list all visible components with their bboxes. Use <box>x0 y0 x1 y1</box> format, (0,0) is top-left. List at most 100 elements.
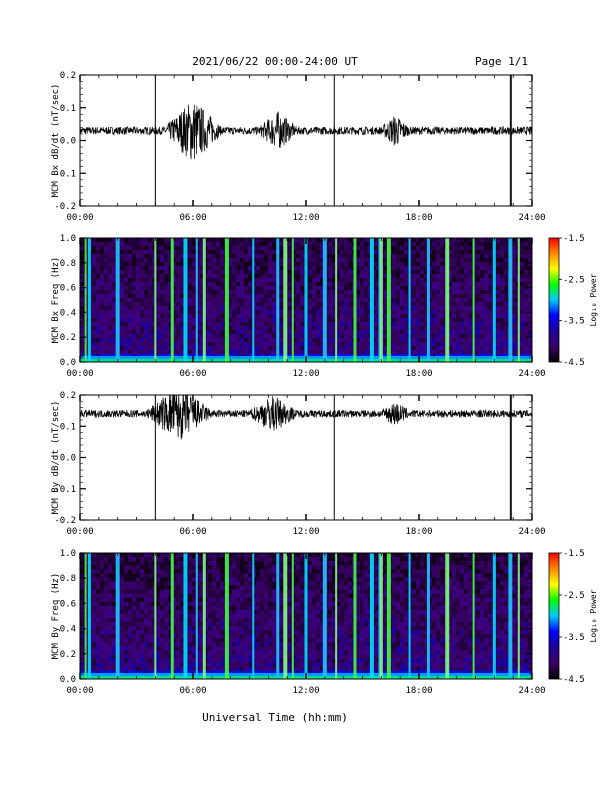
spectrogram-cell <box>272 338 276 342</box>
spectrogram-cell <box>160 338 164 342</box>
spectrogram-bright-band <box>409 238 411 362</box>
spectrogram-cell <box>212 553 216 557</box>
spectrogram-bright-band <box>305 238 308 362</box>
spectrogram-cell <box>468 314 472 318</box>
spectrogram-cell <box>268 254 272 258</box>
spectrogram-cell <box>248 246 252 250</box>
spectrogram-cell <box>300 322 304 326</box>
spectrogram-cell <box>132 638 136 642</box>
x-tick-label: 18:00 <box>405 369 432 379</box>
spectrogram-cell <box>104 622 108 626</box>
spectrogram-cell <box>356 246 360 250</box>
spectrogram-cell <box>264 274 268 278</box>
spectrogram-cell <box>436 338 440 342</box>
spectrogram-cell <box>220 330 224 334</box>
spectrogram-cell <box>504 298 508 302</box>
spectrogram-cell <box>120 598 124 602</box>
spectrogram-cell <box>264 330 268 334</box>
spectrogram-cell <box>496 238 500 242</box>
spectrogram-cell <box>360 330 364 334</box>
spectrogram-cell <box>128 306 132 310</box>
spectrogram-cell <box>132 659 136 663</box>
spectrogram-cell <box>140 246 144 250</box>
spectrogram-cell <box>344 238 348 242</box>
spectrogram-cell <box>148 565 152 569</box>
spectrogram-cell <box>164 651 168 655</box>
spectrogram-cell <box>460 270 464 274</box>
spectrogram-cell <box>148 250 152 254</box>
spectrogram-cell <box>404 298 408 302</box>
spectrogram-cell <box>96 286 100 290</box>
spectrogram-cell <box>132 622 136 626</box>
spectrogram-cell <box>160 581 164 585</box>
spectrogram-cell <box>92 573 96 577</box>
spectrogram-cell <box>268 306 272 310</box>
spectrogram-cell <box>504 246 508 250</box>
spectrogram-cell <box>192 246 196 250</box>
spectrogram-cell <box>392 338 396 342</box>
spectrogram-cell <box>120 342 124 346</box>
spectrogram-cell <box>312 314 316 318</box>
spectrogram-cell <box>316 338 320 342</box>
spectrogram-cell <box>132 594 136 598</box>
spectrogram-cell <box>488 314 492 318</box>
spectrogram-cell <box>80 586 84 590</box>
spectrogram-cell <box>112 286 116 290</box>
spectrogram-cell <box>128 310 132 314</box>
spectrogram-cell <box>216 622 220 626</box>
spectrogram-cell <box>156 298 160 302</box>
spectrogram-cell <box>96 659 100 663</box>
spectrogram-cell <box>268 282 272 286</box>
spectrogram-cell <box>148 310 152 314</box>
spectrogram-cell <box>268 318 272 322</box>
spectrogram-cell <box>96 590 100 594</box>
spectrogram-cell <box>148 634 152 638</box>
spectrogram-cell <box>220 294 224 298</box>
spectrogram-cell <box>296 262 300 266</box>
spectrogram-cell <box>208 667 212 671</box>
spectrogram-cell <box>244 342 248 346</box>
spectrogram-cell <box>132 626 136 630</box>
spectrogram-cell <box>188 610 192 614</box>
spectrogram-cell <box>136 330 140 334</box>
spectrogram-cell <box>140 638 144 642</box>
spectrogram-cell <box>524 350 528 354</box>
spectrogram-cell <box>468 246 472 250</box>
spectrogram-cell <box>340 326 344 330</box>
spectrogram-cell <box>484 238 488 242</box>
spectrogram-cell <box>120 577 124 581</box>
spectrogram-cell <box>108 553 112 557</box>
spectrogram-cell <box>120 569 124 573</box>
spectrogram-cell <box>240 242 244 246</box>
spectrogram-cell <box>212 642 216 646</box>
spectrogram-cell <box>348 314 352 318</box>
spectrogram-cell <box>124 606 128 610</box>
spectrogram-bright-band <box>85 238 87 362</box>
spectrogram-cell <box>212 594 216 598</box>
spectrogram-cell <box>156 626 160 630</box>
spectrogram-cell <box>176 557 180 561</box>
spectrogram-cell <box>92 565 96 569</box>
spectrogram-cell <box>344 318 348 322</box>
spectrogram-cell <box>416 314 420 318</box>
spectrogram-cell <box>144 642 148 646</box>
spectrogram-cell <box>520 262 524 266</box>
spectrogram-cell <box>100 238 104 242</box>
spectrogram-cell <box>524 266 528 270</box>
spectrogram-cell <box>92 667 96 671</box>
spectrogram-cell <box>460 278 464 282</box>
spectrogram-cell <box>420 322 424 326</box>
spectrogram-cell <box>100 254 104 258</box>
spectrogram-cell <box>520 242 524 246</box>
spectrogram-cell <box>80 614 84 618</box>
spectrogram-cell <box>208 330 212 334</box>
spectrogram-cell <box>404 326 408 330</box>
spectrogram-cell <box>364 254 368 258</box>
spectrogram-cell <box>260 338 264 342</box>
spectrogram-cell <box>360 314 364 318</box>
spectrogram-cell <box>264 246 268 250</box>
spectrogram-cell <box>328 350 332 354</box>
spectrogram-cell <box>236 262 240 266</box>
spectrogram-cell <box>356 278 360 282</box>
spectrogram-cell <box>212 254 216 258</box>
